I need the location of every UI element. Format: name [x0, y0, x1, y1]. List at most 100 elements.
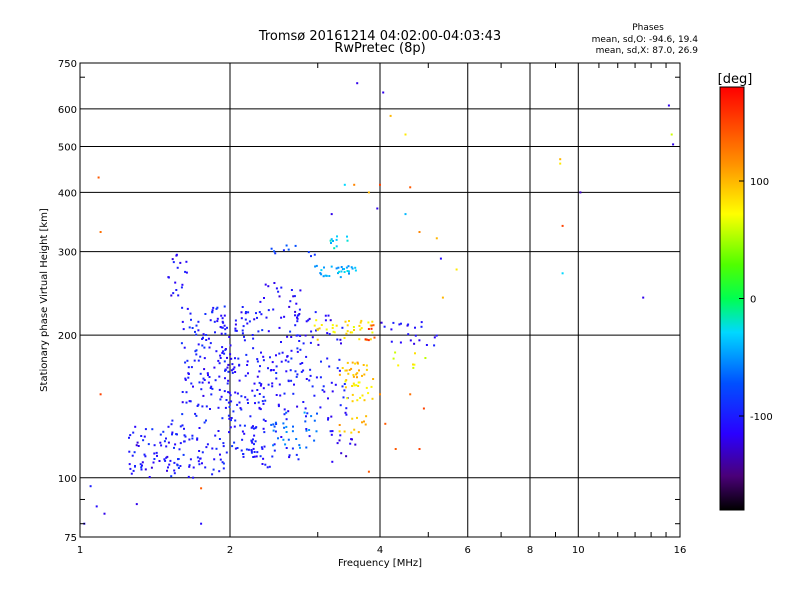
- data-point: [217, 406, 220, 409]
- data-point: [197, 343, 200, 346]
- data-point: [221, 346, 224, 349]
- data-point: [197, 460, 200, 463]
- data-point: [220, 326, 223, 329]
- data-point: [270, 369, 273, 371]
- data-point: [234, 323, 237, 326]
- data-point: [176, 433, 178, 436]
- data-point: [225, 399, 228, 401]
- data-point: [286, 355, 289, 358]
- data-point: [322, 275, 325, 278]
- data-point: [224, 332, 227, 335]
- data-point: [207, 337, 210, 340]
- data-point: [330, 242, 332, 244]
- data-point: [407, 333, 410, 336]
- data-point: [213, 366, 216, 369]
- data-point: [194, 350, 197, 353]
- data-point: [289, 369, 292, 372]
- data-point: [270, 423, 273, 426]
- data-point: [271, 382, 274, 385]
- data-point: [159, 441, 162, 444]
- data-point: [189, 400, 192, 403]
- data-point: [228, 336, 231, 338]
- data-point: [171, 419, 174, 422]
- data-point: [303, 411, 306, 414]
- data-point: [315, 264, 318, 267]
- data-point: [267, 383, 270, 386]
- data-point: [199, 372, 202, 375]
- data-point: [211, 447, 214, 450]
- data-point: [670, 133, 673, 136]
- y-tick-label: 400: [58, 188, 77, 199]
- data-point: [241, 438, 244, 441]
- data-point: [281, 351, 284, 354]
- data-point: [367, 392, 370, 395]
- data-point: [253, 394, 256, 397]
- data-point: [220, 395, 223, 398]
- data-point: [224, 348, 227, 351]
- data-point: [295, 334, 298, 337]
- data-point: [294, 310, 297, 313]
- data-point: [271, 455, 274, 458]
- data-point: [376, 207, 379, 210]
- data-point: [287, 379, 290, 382]
- data-point: [418, 448, 421, 450]
- data-point: [226, 356, 228, 359]
- data-point: [329, 319, 332, 322]
- data-point: [254, 440, 257, 443]
- data-point: [181, 391, 184, 393]
- data-point: [259, 408, 262, 411]
- data-point: [171, 258, 174, 261]
- data-point: [390, 340, 393, 343]
- data-point: [230, 400, 233, 403]
- data-point: [176, 266, 179, 269]
- data-point: [296, 320, 299, 323]
- data-point: [158, 460, 161, 462]
- chart-title: Tromsø 20161214 04:02:00-04:03:43: [258, 29, 501, 44]
- data-point: [190, 382, 193, 385]
- data-point: [298, 444, 301, 447]
- data-point: [218, 375, 221, 378]
- data-point: [278, 326, 281, 329]
- data-point: [272, 444, 275, 447]
- data-point: [424, 357, 427, 359]
- data-point: [338, 439, 341, 442]
- data-point: [292, 425, 294, 428]
- data-point: [344, 320, 347, 323]
- data-point: [359, 321, 362, 324]
- data-point: [251, 389, 254, 392]
- data-point: [301, 362, 304, 364]
- data-point: [390, 328, 393, 331]
- data-point: [314, 311, 317, 314]
- data-point: [394, 351, 397, 354]
- data-point: [319, 272, 322, 275]
- data-point: [209, 387, 212, 389]
- data-point: [187, 366, 190, 369]
- data-point: [195, 414, 198, 417]
- data-point: [330, 213, 333, 216]
- stats-o-mode: mean, sd,O: -94.6, 19.4: [592, 35, 699, 45]
- data-point: [191, 437, 194, 440]
- plot-frame: [79, 62, 681, 538]
- data-point: [262, 457, 265, 460]
- data-point: [379, 393, 381, 396]
- data-point: [359, 396, 362, 399]
- data-point: [267, 330, 270, 333]
- data-point: [322, 385, 325, 388]
- data-point: [346, 330, 349, 333]
- data-point: [197, 359, 200, 362]
- data-point: [204, 466, 207, 469]
- data-point: [302, 401, 305, 403]
- data-point: [287, 410, 290, 413]
- data-point: [245, 448, 248, 451]
- colorbar-tick-label: -100: [750, 412, 773, 423]
- data-point: [320, 324, 323, 326]
- data-point: [195, 349, 198, 352]
- data-point: [261, 400, 264, 403]
- data-point: [195, 324, 198, 327]
- data-point: [258, 406, 261, 409]
- data-point: [246, 360, 249, 363]
- data-point: [221, 317, 224, 320]
- data-point: [271, 361, 274, 364]
- data-point: [230, 357, 233, 360]
- data-point: [277, 290, 280, 293]
